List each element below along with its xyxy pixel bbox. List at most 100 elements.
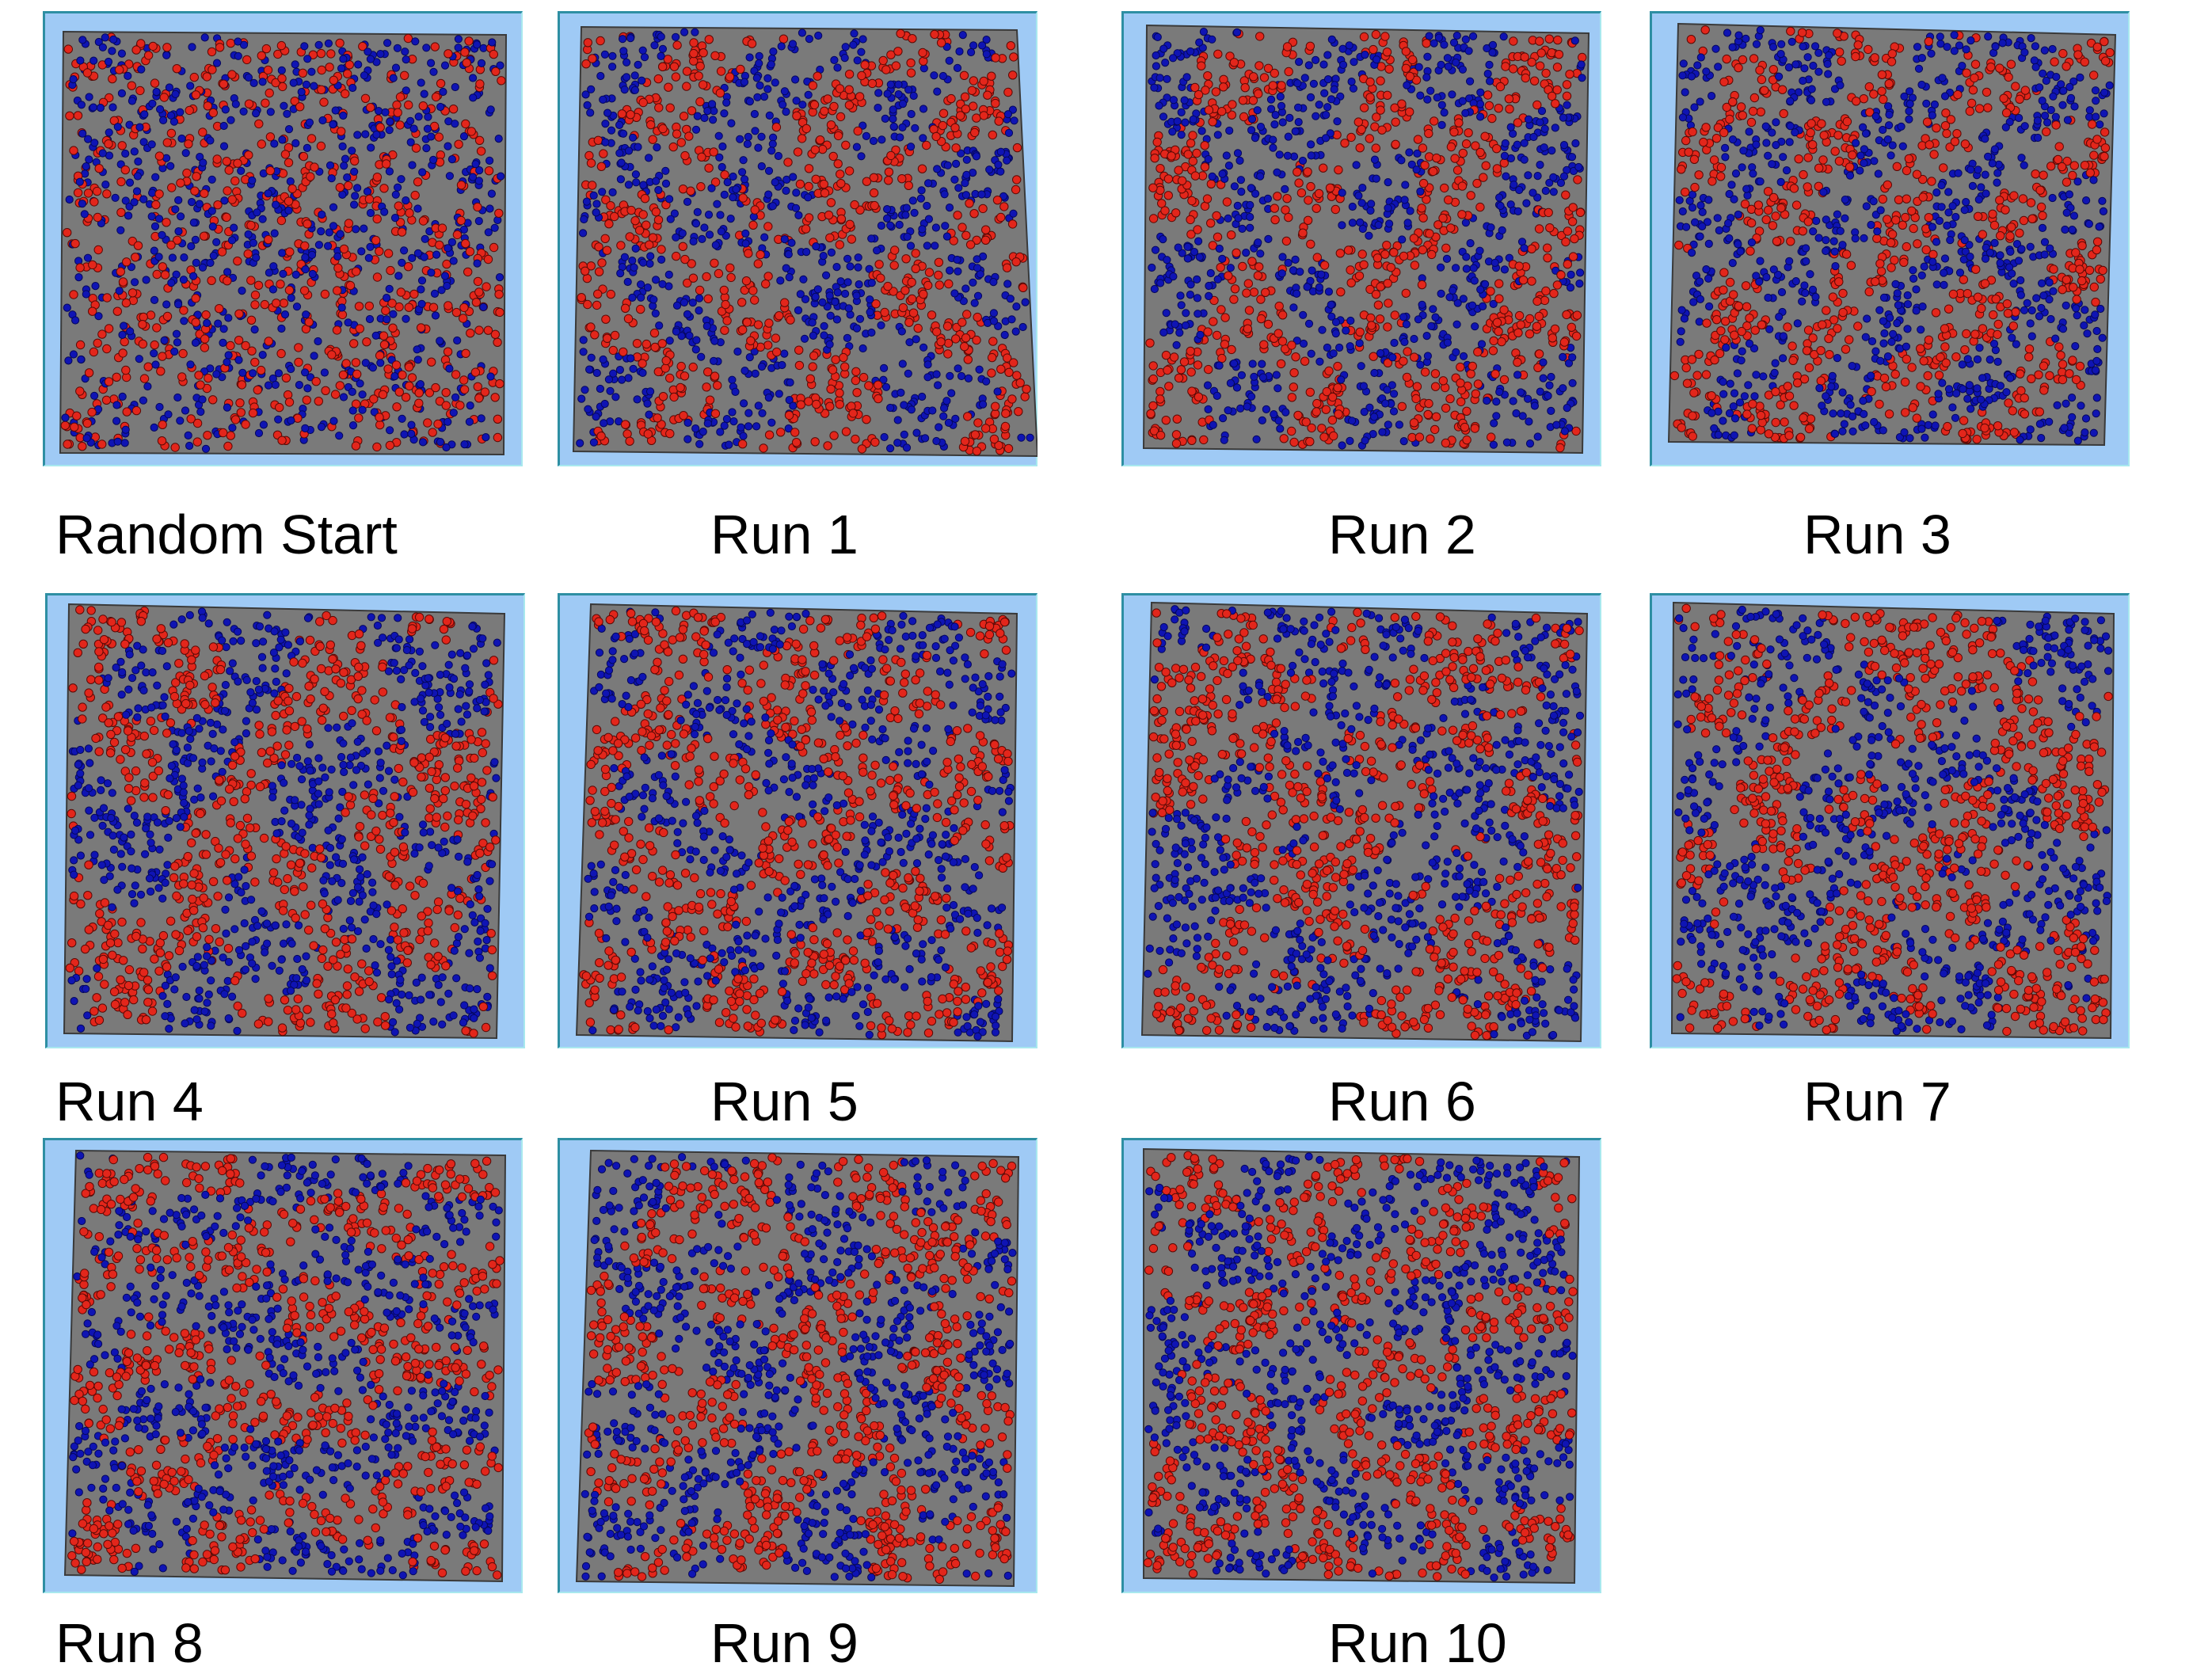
blue-agent xyxy=(422,44,431,52)
blue-agent xyxy=(911,124,919,132)
blue-agent xyxy=(1284,258,1293,267)
blue-agent xyxy=(905,338,914,347)
blue-agent xyxy=(736,135,744,143)
blue-agent xyxy=(159,116,168,124)
red-agent xyxy=(217,247,227,257)
red-agent xyxy=(253,385,262,395)
red-agent xyxy=(1281,205,1290,215)
blue-agent xyxy=(600,50,610,59)
blue-agent xyxy=(496,61,504,70)
blue-agent xyxy=(219,338,227,347)
blue-agent xyxy=(402,196,410,205)
red-agent xyxy=(1192,148,1201,158)
red-agent xyxy=(280,150,291,159)
blue-agent xyxy=(473,259,482,268)
blue-agent xyxy=(666,215,675,223)
red-agent xyxy=(583,38,592,48)
blue-agent xyxy=(1270,410,1278,419)
red-agent xyxy=(65,111,74,121)
red-agent xyxy=(676,138,687,147)
red-agent xyxy=(1494,294,1504,303)
blue-agent xyxy=(1012,302,1021,311)
blue-agent xyxy=(814,31,823,40)
blue-agent xyxy=(755,59,763,68)
blue-agent xyxy=(444,142,452,150)
red-agent xyxy=(304,318,314,327)
red-agent xyxy=(428,302,439,312)
red-agent xyxy=(804,181,813,192)
blue-agent xyxy=(1512,409,1521,418)
blue-agent xyxy=(417,78,425,87)
red-agent xyxy=(226,341,235,351)
blue-agent xyxy=(270,229,279,238)
blue-agent xyxy=(1552,420,1561,429)
blue-agent xyxy=(196,407,205,417)
blue-agent xyxy=(1183,254,1192,263)
blue-agent xyxy=(624,181,634,189)
blue-agent xyxy=(1422,73,1431,82)
red-agent xyxy=(869,188,879,198)
red-agent xyxy=(394,302,404,312)
blue-agent xyxy=(300,42,309,51)
blue-agent xyxy=(1696,97,1704,106)
blue-agent xyxy=(89,56,98,65)
blue-agent xyxy=(886,444,895,453)
blue-agent xyxy=(657,255,666,264)
blue-agent xyxy=(703,419,712,428)
red-agent xyxy=(465,247,475,257)
red-agent xyxy=(120,165,131,175)
blue-agent xyxy=(1359,382,1368,390)
blue-agent xyxy=(683,435,692,443)
blue-agent xyxy=(894,80,903,89)
blue-agent xyxy=(1909,266,1917,275)
blue-agent xyxy=(741,175,749,184)
red-agent xyxy=(650,342,660,352)
blue-agent xyxy=(265,268,273,277)
blue-agent xyxy=(651,309,660,318)
red-agent xyxy=(226,431,236,440)
red-agent xyxy=(382,159,391,169)
red-agent xyxy=(1456,379,1465,388)
blue-agent xyxy=(134,157,143,166)
blue-agent xyxy=(893,416,902,424)
red-agent xyxy=(1186,367,1196,377)
blue-agent xyxy=(631,170,641,179)
red-agent xyxy=(1980,279,1990,288)
red-agent xyxy=(600,234,610,243)
red-agent xyxy=(586,158,596,168)
red-agent xyxy=(404,100,413,110)
blue-agent xyxy=(799,275,808,283)
red-agent xyxy=(1179,357,1190,367)
blue-agent xyxy=(1373,55,1381,64)
blue-agent xyxy=(337,303,346,312)
red-agent xyxy=(351,267,361,276)
red-agent xyxy=(725,263,735,272)
blue-agent xyxy=(1230,182,1239,191)
red-agent xyxy=(1365,93,1375,102)
blue-agent xyxy=(819,252,828,261)
blue-agent xyxy=(445,172,455,181)
red-agent xyxy=(302,395,311,405)
red-agent xyxy=(665,103,675,112)
red-agent xyxy=(1567,217,1578,226)
blue-agent xyxy=(1703,218,1712,226)
blue-agent xyxy=(585,365,594,374)
red-agent xyxy=(1401,288,1411,298)
red-agent xyxy=(1359,32,1369,42)
red-agent xyxy=(987,71,996,81)
blue-agent xyxy=(386,117,394,126)
blue-agent xyxy=(1320,89,1329,97)
red-agent xyxy=(339,244,349,254)
red-agent xyxy=(761,279,771,289)
blue-agent xyxy=(880,432,889,442)
red-agent xyxy=(844,166,855,176)
red-agent xyxy=(881,65,891,74)
red-agent xyxy=(715,88,725,98)
blue-agent xyxy=(274,369,283,378)
red-agent xyxy=(1525,329,1535,339)
red-agent xyxy=(1287,341,1296,350)
red-agent xyxy=(695,61,705,71)
blue-agent xyxy=(634,143,642,151)
red-agent xyxy=(726,272,736,283)
blue-agent xyxy=(301,424,310,433)
